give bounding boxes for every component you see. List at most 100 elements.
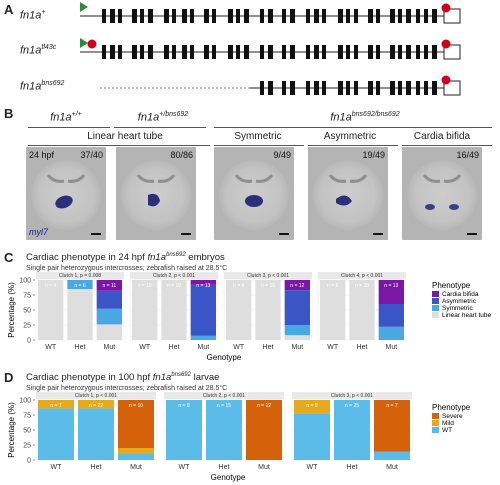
- bar-segment: [166, 400, 202, 460]
- exon-block: [398, 45, 402, 59]
- bar-segment: [320, 280, 346, 340]
- x-tick-label: Mut: [103, 344, 115, 351]
- bar-segment: [118, 454, 154, 460]
- y-tick-label: 25: [23, 443, 31, 450]
- exon-block: [260, 81, 264, 95]
- exon-block: [172, 45, 176, 59]
- bar-segment: [78, 408, 114, 460]
- exon-block: [290, 9, 295, 23]
- divider: [28, 145, 210, 146]
- micrograph-wt: 24 hpf 37/40 myl7: [26, 147, 106, 240]
- legend-swatch: [432, 298, 439, 304]
- n-label: n = 9: [178, 403, 189, 409]
- bar-segment: [78, 400, 114, 409]
- exon-block: [346, 81, 350, 95]
- x-tick-label: Mut: [197, 344, 209, 351]
- bar-segment: [118, 400, 154, 448]
- n-label: n = 15: [261, 283, 275, 289]
- stop-codon-marker: [441, 3, 451, 13]
- n-label: n = 13: [196, 283, 210, 289]
- exon-block: [432, 81, 437, 95]
- y-tick-label: 100: [19, 398, 31, 405]
- y-tick-label: 75: [23, 413, 31, 420]
- exon-block: [204, 9, 209, 23]
- exon-block: [306, 81, 310, 95]
- bar-segment: [226, 280, 252, 340]
- bar-segment: [246, 400, 282, 460]
- chart-d: Percentage (%) 0 25 50 75 100 Clutch 1, p < 0.…: [7, 392, 471, 482]
- exon-block: [390, 45, 395, 59]
- panel-b-letter: B: [4, 106, 14, 121]
- exon-block: [110, 9, 115, 23]
- exon-block: [182, 9, 187, 23]
- bar-segment: [284, 280, 310, 291]
- start-codon-marker: [80, 38, 88, 48]
- divider: [214, 127, 492, 128]
- panel-d-letter: D: [4, 370, 14, 385]
- genotype-header-wildtype: fn1a+/+: [50, 111, 82, 124]
- exon-block: [406, 81, 411, 95]
- premature-stop-marker: [87, 39, 97, 49]
- exon-block: [236, 9, 240, 23]
- bar-segment: [38, 280, 64, 340]
- bar-segment: [334, 400, 370, 460]
- exon-block: [432, 9, 437, 23]
- exon-block: [132, 45, 137, 59]
- scale-bar: [467, 233, 477, 235]
- exon-block: [140, 45, 144, 59]
- bar-segment: [374, 451, 410, 460]
- bar-segment: [284, 325, 310, 336]
- exon-block: [236, 45, 240, 59]
- bar-segment: [190, 280, 216, 285]
- exon-block: [314, 81, 319, 95]
- exon-block: [244, 45, 249, 59]
- exon-block: [228, 9, 233, 23]
- x-tick-label: WT: [233, 344, 245, 351]
- exon-block: [164, 9, 169, 23]
- y-tick-label: 50: [23, 428, 31, 435]
- legend-swatch: [432, 413, 439, 419]
- n-label: n = 13: [384, 283, 398, 289]
- exon-block: [260, 9, 264, 23]
- bar-segment: [284, 335, 310, 340]
- divider: [308, 145, 398, 146]
- exon-block: [338, 9, 343, 23]
- y-axis-label: Percentage (%): [7, 402, 16, 458]
- bar-segment: [294, 413, 330, 460]
- n-label: n = 25: [345, 403, 359, 409]
- exon-block: [164, 45, 169, 59]
- bar-segment: [255, 280, 281, 340]
- n-label: n = 22: [89, 403, 103, 409]
- utr-block: [443, 8, 461, 24]
- divider: [114, 127, 206, 128]
- divider: [28, 127, 110, 128]
- y-axis-label: Percentage (%): [7, 282, 16, 338]
- stop-codon-marker: [441, 75, 451, 85]
- category-header-bifida: Cardia bifida: [413, 131, 471, 142]
- exon-block: [390, 81, 395, 95]
- x-axis-label: Genotype: [211, 473, 246, 482]
- facet-label: Clutch 1, p = 0.008: [59, 273, 101, 279]
- exon-block: [172, 9, 176, 23]
- n-label: n = 11: [102, 283, 116, 289]
- count-label: 19/49: [362, 150, 385, 160]
- chart-title-d: Cardiac phenotype in 100 hpf fn1abns692 …: [26, 372, 220, 384]
- count-label: 37/40: [80, 150, 103, 160]
- n-label: n = 6: [74, 283, 85, 289]
- n-label: n = 12: [290, 283, 304, 289]
- facet-label: Clutch 4, p < 0.001: [341, 273, 383, 279]
- exon-block: [148, 9, 153, 23]
- category-header-linear: Linear heart tube: [87, 131, 163, 142]
- exon-block: [148, 45, 153, 59]
- exon-block: [416, 81, 420, 95]
- exon-block: [204, 45, 209, 59]
- exon-block: [260, 45, 264, 59]
- genotype-header-mutant: fn1abns692/bns692: [330, 111, 400, 124]
- divider: [214, 145, 304, 146]
- micrograph-het: 80/86: [116, 147, 196, 240]
- legend-item: Severe: [442, 413, 463, 420]
- legend-swatch: [432, 305, 439, 311]
- bar-segment: [349, 280, 375, 340]
- category-header-asymmetric: Asymmetric: [323, 131, 377, 142]
- exon-block: [424, 45, 428, 59]
